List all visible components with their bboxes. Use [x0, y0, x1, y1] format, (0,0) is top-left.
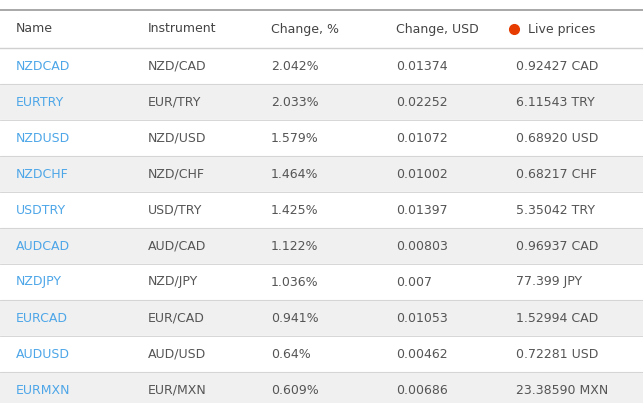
Text: USDTRY: USDTRY [16, 204, 66, 216]
Text: EUR/TRY: EUR/TRY [148, 96, 201, 108]
Text: NZD/USD: NZD/USD [148, 131, 206, 145]
Text: 23.38590 MXN: 23.38590 MXN [516, 384, 608, 397]
Text: USD/TRY: USD/TRY [148, 204, 203, 216]
Text: 0.96937 CAD: 0.96937 CAD [516, 239, 599, 253]
Text: NZDCHF: NZDCHF [16, 168, 69, 181]
Text: Name: Name [16, 23, 53, 35]
Text: 0.00462: 0.00462 [396, 347, 448, 361]
Text: 2.042%: 2.042% [271, 60, 319, 73]
Text: AUDUSD: AUDUSD [16, 347, 70, 361]
Text: Change, %: Change, % [271, 23, 339, 35]
Text: Live prices: Live prices [528, 23, 595, 35]
Text: NZD/CHF: NZD/CHF [148, 168, 205, 181]
Text: 6.11543 TRY: 6.11543 TRY [516, 96, 595, 108]
Text: 0.92427 CAD: 0.92427 CAD [516, 60, 599, 73]
Text: EUR/CAD: EUR/CAD [148, 312, 205, 324]
Bar [0, 192, 643, 228]
Text: 0.00803: 0.00803 [396, 239, 448, 253]
Text: 0.72281 USD: 0.72281 USD [516, 347, 599, 361]
Bar [0, 84, 643, 120]
Text: 1.52994 CAD: 1.52994 CAD [516, 312, 598, 324]
Text: 2.033%: 2.033% [271, 96, 319, 108]
Bar [0, 120, 643, 156]
Bar [0, 156, 643, 192]
Text: 0.64%: 0.64% [271, 347, 311, 361]
Bar [0, 228, 643, 264]
Text: 0.609%: 0.609% [271, 384, 319, 397]
Text: 0.007: 0.007 [396, 276, 432, 289]
Text: NZDCAD: NZDCAD [16, 60, 70, 73]
Text: 1.425%: 1.425% [271, 204, 319, 216]
Text: 0.01072: 0.01072 [396, 131, 448, 145]
Text: 5.35042 TRY: 5.35042 TRY [516, 204, 595, 216]
Text: 0.01002: 0.01002 [396, 168, 448, 181]
Bar [0, 48, 643, 84]
Text: 0.01374: 0.01374 [396, 60, 448, 73]
Text: NZDUSD: NZDUSD [16, 131, 70, 145]
Text: 1.464%: 1.464% [271, 168, 318, 181]
Bar [0, 264, 643, 300]
Text: EURTRY: EURTRY [16, 96, 64, 108]
Text: 0.01053: 0.01053 [396, 312, 448, 324]
Text: 77.399 JPY: 77.399 JPY [516, 276, 582, 289]
Text: AUDCAD: AUDCAD [16, 239, 70, 253]
Text: AUD/USD: AUD/USD [148, 347, 206, 361]
Text: EURCAD: EURCAD [16, 312, 68, 324]
Text: 0.68217 CHF: 0.68217 CHF [516, 168, 597, 181]
Text: Change, USD: Change, USD [396, 23, 479, 35]
Bar [0, 336, 643, 372]
Text: EUR/MXN: EUR/MXN [148, 384, 207, 397]
Text: 0.00686: 0.00686 [396, 384, 448, 397]
Text: EURMXN: EURMXN [16, 384, 71, 397]
Text: 0.01397: 0.01397 [396, 204, 448, 216]
Bar [0, 372, 643, 403]
Text: Instrument: Instrument [148, 23, 217, 35]
Text: 0.68920 USD: 0.68920 USD [516, 131, 599, 145]
Text: AUD/CAD: AUD/CAD [148, 239, 206, 253]
Bar [0, 300, 643, 336]
Bar [0, 10, 643, 48]
Text: 1.122%: 1.122% [271, 239, 318, 253]
Text: NZDJPY: NZDJPY [16, 276, 62, 289]
Text: 0.02252: 0.02252 [396, 96, 448, 108]
Text: 0.941%: 0.941% [271, 312, 319, 324]
Text: 1.579%: 1.579% [271, 131, 319, 145]
Text: NZD/CAD: NZD/CAD [148, 60, 206, 73]
Text: NZD/JPY: NZD/JPY [148, 276, 198, 289]
Text: 1.036%: 1.036% [271, 276, 319, 289]
